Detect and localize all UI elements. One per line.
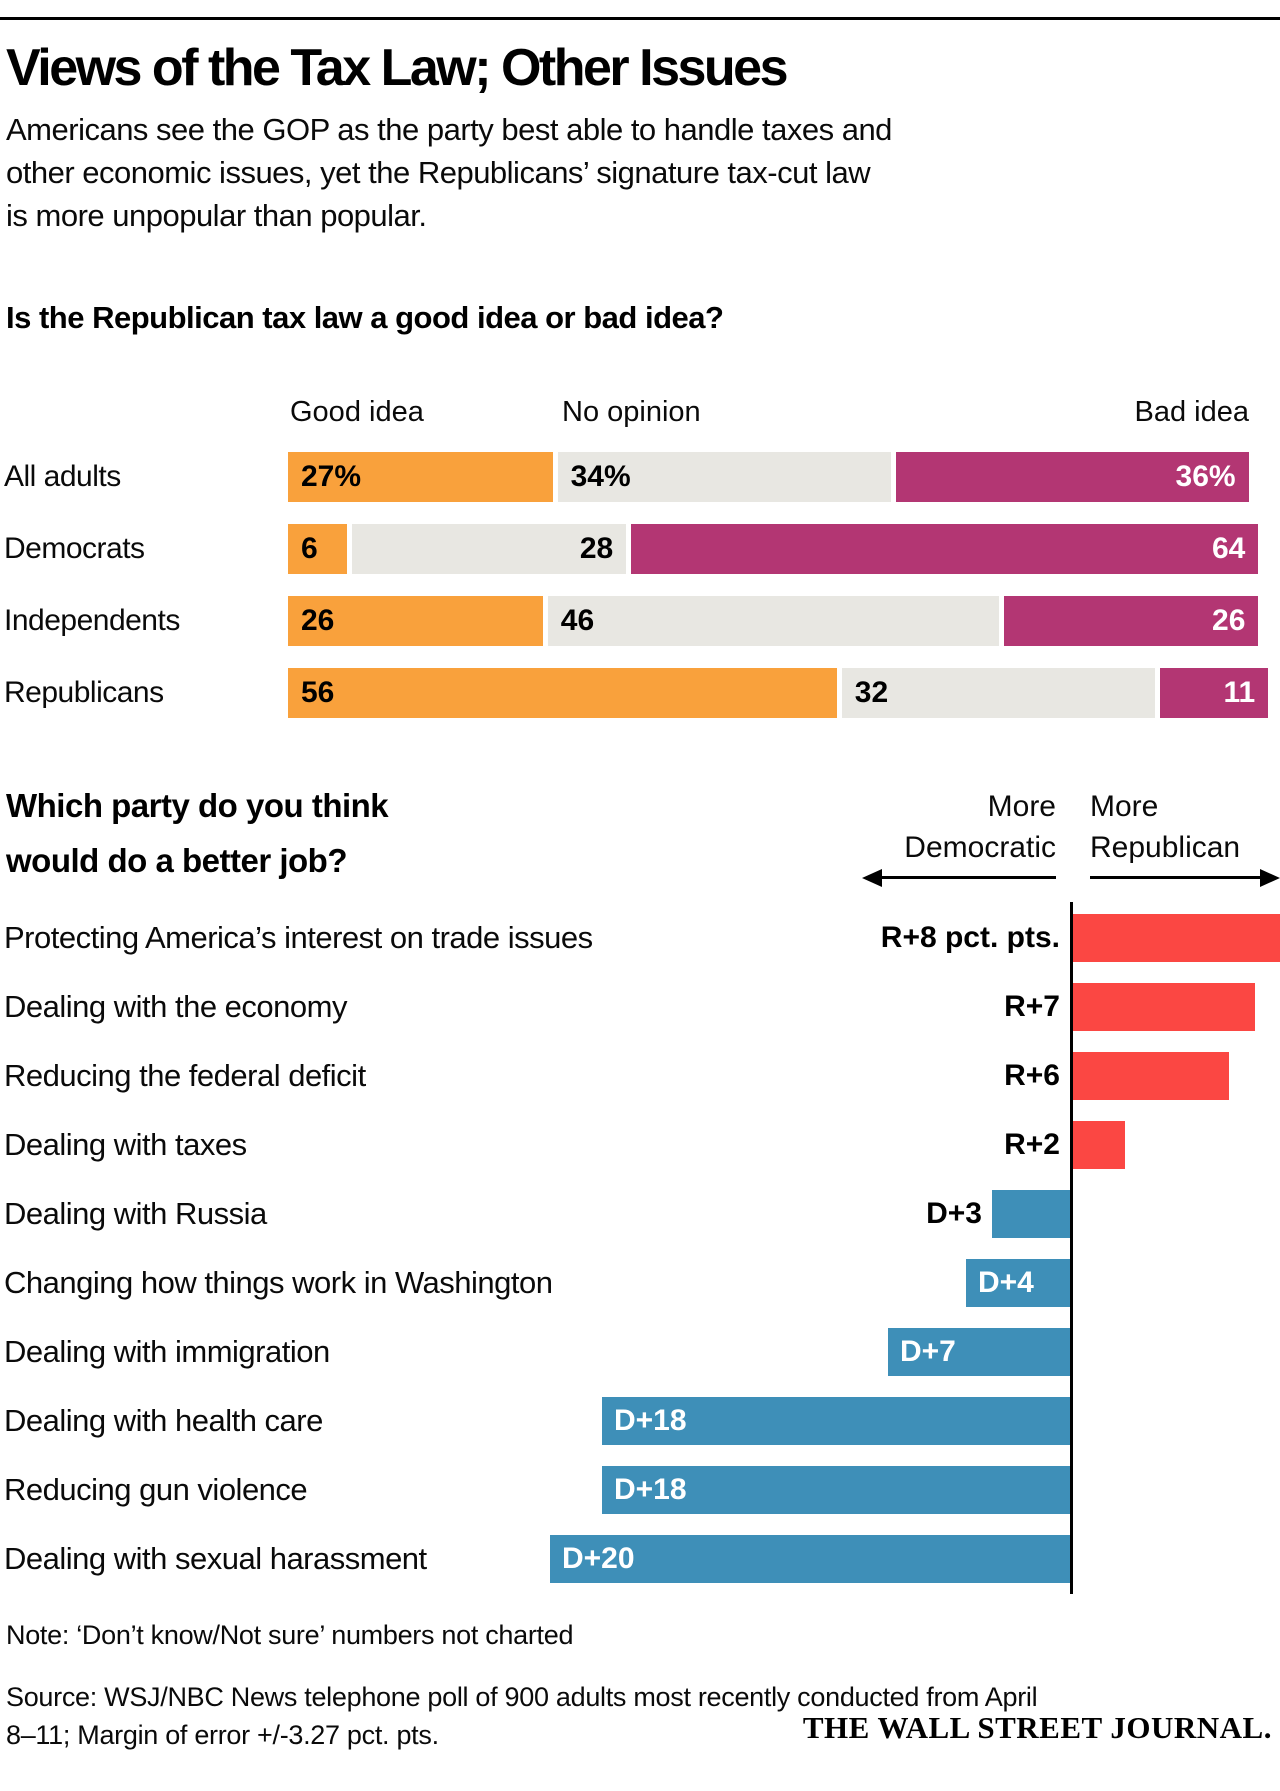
issue-label: Dealing with Russia — [4, 1196, 267, 1231]
segment-value-label: 26 — [301, 604, 335, 637]
table-row: Independents 26 46 26 — [0, 596, 1280, 646]
advantage-value-label: D+7 — [900, 1335, 956, 1368]
issue-label: Reducing the federal deficit — [4, 1058, 366, 1093]
legend-good-idea: Good idea — [290, 396, 424, 428]
page-subtitle: Americans see the GOP as the party best … — [6, 112, 892, 233]
segment-value-label: 28 — [579, 532, 614, 565]
issue-label: Changing how things work in Washington — [4, 1265, 553, 1300]
bar-segment-bad-idea: 26 — [1003, 596, 1259, 646]
legend-bad-idea: Bad idea — [1134, 396, 1250, 428]
segment-value-label: 36% — [1175, 460, 1236, 493]
bar-segment-no-opinion: 32 — [841, 668, 1156, 718]
table-row: All adults 27% 34% 36% — [0, 452, 1280, 502]
advantage-value-label: D+18 — [614, 1473, 687, 1506]
table-row: Republicans 56 32 11 — [0, 668, 1280, 718]
top-rule — [0, 17, 1280, 20]
issue-label: Dealing with immigration — [4, 1334, 330, 1369]
bar-segment-bad-idea: 11 — [1160, 668, 1269, 718]
segment-value-label: 34% — [570, 460, 631, 493]
advantage-value-label: R+8 pct. pts. — [880, 921, 1060, 954]
category-label: Independents — [4, 604, 180, 637]
advantage-value-label: D+4 — [978, 1266, 1034, 1299]
legend-no-opinion: No opinion — [562, 396, 701, 428]
right-arrow-icon — [1260, 869, 1280, 887]
democratic-bar — [966, 1259, 1070, 1307]
bar-segment-good-idea: 6 — [288, 524, 347, 574]
democratic-bar — [602, 1397, 1070, 1445]
bar-segment-no-opinion: 34% — [557, 452, 891, 502]
democratic-bar — [550, 1535, 1070, 1583]
category-label: All adults — [4, 460, 121, 493]
bar-segment-good-idea: 56 — [288, 668, 837, 718]
table-row: Democrats 6 28 64 — [0, 524, 1280, 574]
category-label: Democrats — [4, 532, 145, 565]
issue-label: Dealing with the economy — [4, 989, 347, 1024]
segment-value-label: 46 — [560, 604, 595, 637]
advantage-value-label: R+6 — [1004, 1059, 1060, 1092]
segment-value-label: 32 — [854, 676, 889, 709]
democratic-bar — [992, 1190, 1070, 1238]
segment-value-label: 11 — [1223, 676, 1256, 709]
issue-label: Dealing with taxes — [4, 1127, 247, 1162]
axis-header-more-republican: More Republican — [1090, 790, 1241, 864]
republican-bar — [1073, 1052, 1229, 1100]
issue-label: Reducing gun violence — [4, 1472, 308, 1507]
issue-label: Dealing with health care — [4, 1403, 323, 1438]
segment-value-label: 56 — [301, 676, 335, 709]
bar-segment-no-opinion: 28 — [351, 524, 627, 574]
chart2-question-title: Which party do you think would do a bett… — [6, 787, 389, 879]
republican-bar — [1073, 983, 1255, 1031]
page-title: Views of the Tax Law; Other Issues — [6, 39, 789, 97]
republican-bar — [1073, 914, 1280, 962]
right-arrow-line — [1090, 876, 1262, 879]
advantage-value-label: D+20 — [562, 1542, 635, 1575]
issue-label: Protecting America’s interest on trade i… — [4, 920, 593, 955]
wsj-logo: THE WALL STREET JOURNAL. — [802, 1710, 1272, 1745]
advantage-value-label: R+7 — [1004, 990, 1060, 1023]
democratic-bar — [888, 1328, 1070, 1376]
axis-header-more-democratic: More Democratic — [904, 790, 1056, 864]
left-arrow-icon — [862, 869, 882, 887]
category-label: Republicans — [4, 676, 164, 709]
bar-segment-bad-idea: 64 — [631, 524, 1259, 574]
zero-axis-line — [1070, 902, 1073, 1594]
chart1-question-title: Is the Republican tax law a good idea or… — [6, 300, 724, 335]
footnote: Note: ‘Don’t know/Not sure’ numbers not … — [6, 1620, 574, 1650]
advantage-value-label: R+2 — [1004, 1128, 1060, 1161]
advantage-value-label: D+3 — [926, 1197, 982, 1230]
segment-value-label: 64 — [1212, 532, 1246, 565]
republican-bar — [1073, 1121, 1125, 1169]
bar-segment-good-idea: 27% — [288, 452, 553, 502]
source-line: Source: WSJ/NBC News telephone poll of 9… — [6, 1682, 1038, 1750]
bar-segment-no-opinion: 46 — [547, 596, 999, 646]
democratic-bar — [602, 1466, 1070, 1514]
segment-value-label: 26 — [1212, 604, 1246, 637]
bar-segment-bad-idea: 36% — [895, 452, 1249, 502]
bar-segment-good-idea: 26 — [288, 596, 543, 646]
issue-label: Dealing with sexual harassment — [4, 1541, 427, 1576]
segment-value-label: 6 — [301, 532, 318, 565]
left-arrow-line — [880, 876, 1056, 879]
segment-value-label: 27% — [301, 460, 362, 493]
advantage-value-label: D+18 — [614, 1404, 687, 1437]
